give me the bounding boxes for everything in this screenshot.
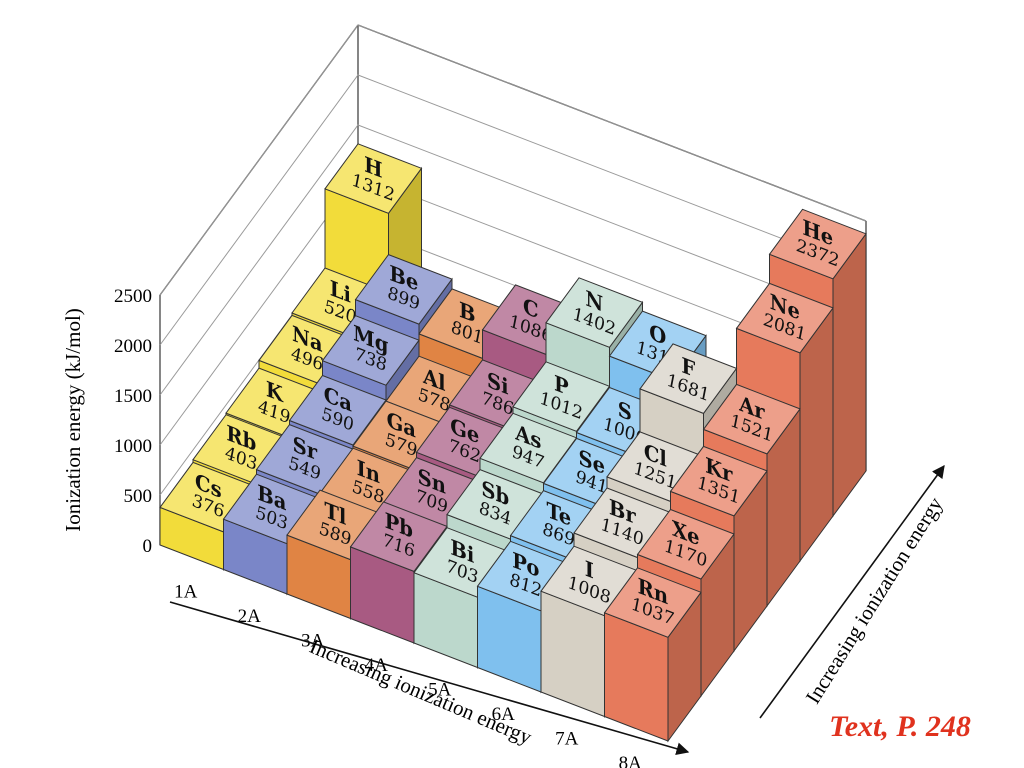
element-symbol: B <box>459 296 476 327</box>
element-symbol: Si <box>487 366 509 399</box>
element-symbol: Li <box>330 275 351 308</box>
element-symbol: H <box>364 151 382 183</box>
bar-side-face <box>832 232 867 518</box>
gridline <box>159 124 867 396</box>
element-symbol: Al <box>422 362 446 396</box>
element-symbol: Tl <box>324 497 346 531</box>
y-axis-ticks: 0 500 1000 1500 2000 2500 <box>114 286 152 557</box>
group-label-3a: 3A <box>301 630 325 651</box>
element-symbol: Bi <box>450 534 474 568</box>
bar-top-face <box>768 208 867 280</box>
group-label-2a: 2A <box>238 606 262 627</box>
bar-top-face <box>479 412 578 484</box>
source-note: Text, P. 248 <box>829 710 971 743</box>
bar-top-face <box>639 343 738 415</box>
y-tick-label: 2500 <box>114 286 152 307</box>
bar-top-face <box>702 383 801 455</box>
y-tick-label: 2000 <box>114 336 152 357</box>
gridline <box>159 74 867 346</box>
depth-axis-arrow <box>759 464 945 719</box>
group-label-8a: 8A <box>619 753 643 768</box>
y-tick-label: 500 <box>124 486 153 507</box>
bar-top-face <box>288 374 387 446</box>
bar-top-face <box>669 445 768 517</box>
bar-top-face <box>735 282 834 354</box>
bar-top-face <box>636 508 735 580</box>
bar-top-face <box>349 501 448 573</box>
element-symbol: N <box>585 285 603 317</box>
x-axis-arrow <box>169 601 690 755</box>
y-tick-label: 0 <box>143 536 153 557</box>
bar-top-face <box>321 315 420 386</box>
element-symbol: F <box>681 352 695 382</box>
bar-top-face <box>603 567 702 638</box>
element-symbol: S <box>618 396 632 426</box>
group-label-5a: 5A <box>428 679 452 700</box>
y-tick-label: 1000 <box>114 436 152 457</box>
y-tick-label: 1500 <box>114 386 152 407</box>
element-symbol: P <box>554 370 569 401</box>
element-symbol: O <box>649 319 666 351</box>
bar-top-face <box>512 361 611 432</box>
element-symbol: Cl <box>644 438 667 472</box>
gridline <box>159 24 867 296</box>
bar-top-face <box>354 253 453 325</box>
element-symbol: K <box>266 376 284 408</box>
group-label-6a: 6A <box>492 704 516 725</box>
element-symbol: In <box>357 454 380 488</box>
element-symbol: C <box>523 293 539 324</box>
group-label-7a: 7A <box>555 728 579 749</box>
bar-top-face <box>545 277 644 348</box>
element-symbol: I <box>585 555 594 584</box>
bar-top-face <box>324 143 423 214</box>
axis-arrows <box>169 464 945 755</box>
y-axis-label: Ionization energy (kJ/mol) <box>61 308 85 532</box>
group-label-1a: 1A <box>174 581 198 602</box>
